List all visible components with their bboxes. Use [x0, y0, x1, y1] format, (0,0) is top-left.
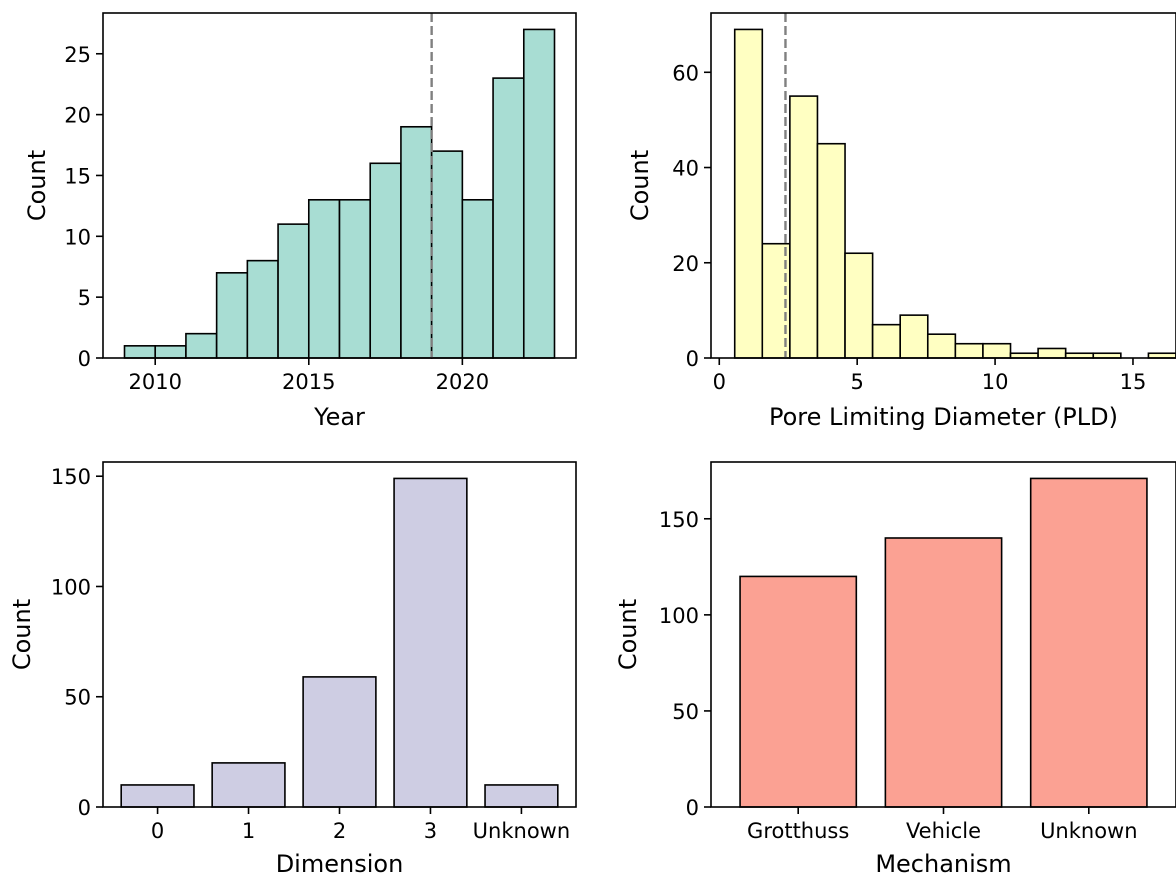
- bar-0: [120, 784, 195, 808]
- bars: [123, 28, 556, 359]
- axes-frame: [102, 12, 577, 359]
- x-tick-label: 0: [151, 819, 164, 843]
- y-axis-label: Count: [8, 599, 36, 670]
- x-tick-label: Unknown: [1040, 819, 1137, 843]
- y-tick-label: 0: [78, 347, 91, 371]
- histogram-bar: [461, 198, 494, 359]
- y-tick-label: 50: [64, 686, 91, 710]
- y-tick-label: 5: [78, 286, 91, 310]
- x-tick-label: 2: [333, 819, 346, 843]
- x-tick-label: 1: [242, 819, 255, 843]
- histogram-bar: [185, 332, 218, 359]
- histogram-bar: [1037, 347, 1067, 359]
- y-tick-label: 100: [51, 575, 91, 599]
- bar-unknown: [1029, 477, 1148, 808]
- histogram-bar: [789, 95, 819, 359]
- y-tick-label: 0: [78, 796, 91, 820]
- x-tick-label: 5: [850, 370, 863, 394]
- histogram-bar: [492, 77, 525, 359]
- x-tick-label: 2015: [282, 370, 335, 394]
- x-tick-label: Unknown: [473, 819, 570, 843]
- bar-vehicle: [884, 537, 1003, 808]
- histogram-bar: [816, 142, 846, 359]
- histogram-bar: [154, 345, 187, 359]
- mechanism-bar-panel: 0 50 100 150 Grotthuss Vehicle Unknown Mechanis…: [614, 461, 1176, 877]
- axes-frame: [710, 12, 1176, 359]
- histogram-bar: [844, 252, 874, 359]
- y-tick-label: 150: [659, 508, 699, 532]
- histogram-bar: [277, 223, 310, 359]
- x-axis-label: Mechanism: [875, 850, 1011, 877]
- x-tick-label: 2020: [436, 370, 489, 394]
- y-axis-label: Count: [614, 599, 642, 670]
- histogram-bar: [733, 28, 764, 359]
- x-tick-label: 10: [982, 370, 1009, 394]
- y-axis-label: Count: [626, 150, 654, 221]
- bar-2: [302, 676, 377, 808]
- bars: [120, 477, 559, 808]
- year-histogram-panel: 0 5 10 15 20 25 2010 2015 2020 Year Count: [23, 12, 577, 431]
- histogram-bar: [430, 150, 464, 359]
- histogram-bar: [871, 323, 901, 359]
- y-tick-label: 20: [672, 252, 699, 276]
- bars: [739, 477, 1148, 808]
- bar-unknown: [484, 784, 559, 808]
- histogram-bar: [338, 198, 372, 359]
- histogram-bar: [954, 342, 984, 359]
- x-tick-label: 0: [713, 370, 726, 394]
- x-tick-label: 2010: [128, 370, 181, 394]
- histogram-bar: [215, 272, 249, 359]
- x-tick-label: 3: [424, 819, 437, 843]
- y-tick-label: 50: [672, 700, 699, 724]
- dimension-bar-panel: 0 50 100 150 0 1 2 3 Unknown Dimension Count: [8, 461, 577, 877]
- y-tick-label: 100: [659, 604, 699, 628]
- histogram-bar: [899, 314, 929, 359]
- histogram-bar: [926, 333, 957, 359]
- y-tick-label: 25: [64, 43, 91, 67]
- bars: [733, 28, 1176, 359]
- bar-3: [393, 477, 468, 808]
- histogram-bar: [369, 162, 402, 359]
- y-tick-label: 20: [64, 104, 91, 128]
- y-tick-label: 60: [672, 61, 699, 85]
- y-tick-label: 0: [686, 347, 699, 371]
- y-tick-label: 150: [51, 465, 91, 489]
- histogram-bar: [246, 259, 279, 359]
- y-tick-label: 15: [64, 164, 91, 188]
- y-tick-label: 40: [672, 157, 699, 181]
- y-tick-label: 10: [64, 225, 91, 249]
- histogram-bar: [400, 125, 433, 359]
- histogram-bar: [522, 28, 556, 359]
- x-axis-label: Dimension: [276, 850, 404, 877]
- x-tick-label: Grotthuss: [747, 819, 849, 843]
- histogram-bar: [307, 198, 341, 359]
- x-axis-label: Pore Limiting Diameter (PLD): [769, 403, 1118, 431]
- bar-grotthuss: [739, 575, 858, 808]
- y-tick-label: 0: [686, 796, 699, 820]
- bar-1: [211, 762, 286, 808]
- x-tick-label: Vehicle: [906, 819, 981, 843]
- histogram-bar: [123, 345, 157, 359]
- y-axis-label: Count: [23, 150, 51, 221]
- histogram-bar: [982, 342, 1012, 359]
- x-axis-label: Year: [313, 403, 365, 431]
- x-tick-label: 15: [1120, 370, 1147, 394]
